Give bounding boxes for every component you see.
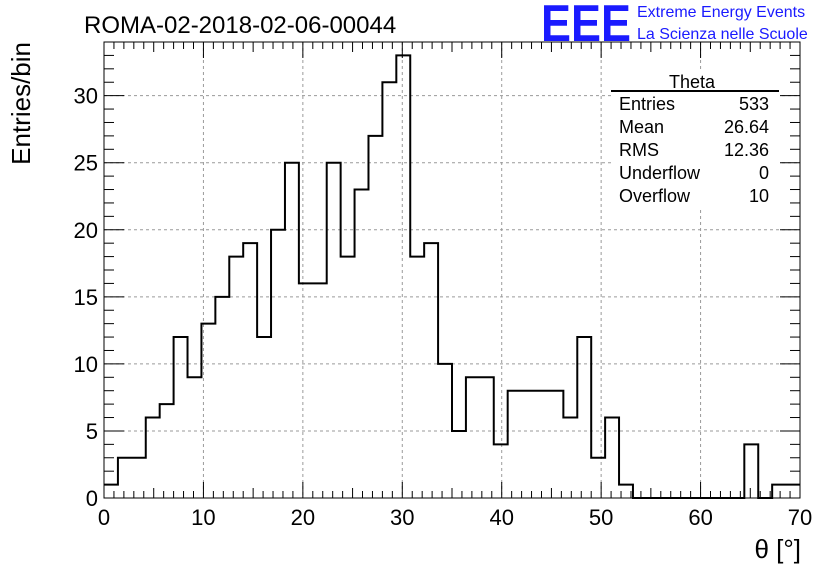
x-tick-label: 10 xyxy=(191,505,215,530)
x-tick-labels: 0 10 20 30 40 50 60 70 xyxy=(98,505,812,530)
logo-line-2: La Scienza nelle Scuole xyxy=(637,26,808,43)
stats-title: Theta xyxy=(669,72,716,92)
x-tick-label: 40 xyxy=(489,505,513,530)
eee-logo: EEE Extreme Energy Events La Scienza nel… xyxy=(541,0,808,53)
y-tick-label: 30 xyxy=(74,84,98,109)
stats-row-label: Overflow xyxy=(619,186,691,206)
stats-row-label: RMS xyxy=(619,140,659,160)
x-tick-label: 0 xyxy=(98,505,110,530)
stats-row-label: Underflow xyxy=(619,163,701,183)
x-tick-label: 60 xyxy=(688,505,712,530)
y-tick-label: 15 xyxy=(74,285,98,310)
stats-row-value: 10 xyxy=(749,186,769,206)
stats-row-label: Entries xyxy=(619,94,675,114)
stats-row-value: 533 xyxy=(739,94,769,114)
x-tick-label: 70 xyxy=(788,505,812,530)
stats-box-background xyxy=(611,72,779,210)
y-axis-label: Entries/bin xyxy=(6,42,36,165)
x-tick-label: 30 xyxy=(390,505,414,530)
y-tick-label: 25 xyxy=(74,151,98,176)
y-tick-label: 20 xyxy=(74,218,98,243)
plot-frame xyxy=(103,41,801,499)
x-tick-label: 20 xyxy=(291,505,315,530)
y-tick-label: 10 xyxy=(74,352,98,377)
stats-row-value: 12.36 xyxy=(724,140,769,160)
stats-row-label: Mean xyxy=(619,117,664,137)
stats-box: Theta Entries 533 Mean 26.64 RMS 12.36 Underfl… xyxy=(611,72,779,210)
y-tick-label: 5 xyxy=(86,419,98,444)
y-tick-labels: 0 5 10 15 20 25 30 xyxy=(74,84,98,511)
x-axis-label: θ [°] xyxy=(754,534,801,564)
y-tick-label: 0 xyxy=(86,486,98,511)
stats-rows: Entries 533 Mean 26.64 RMS 12.36 Underflow 0 Ove… xyxy=(619,94,769,206)
stats-row-value: 0 xyxy=(759,163,769,183)
chart-title: ROMA-02-2018-02-06-00044 xyxy=(84,12,396,39)
x-tick-label: 50 xyxy=(589,505,613,530)
stats-row-value: 26.64 xyxy=(724,117,769,137)
logo-line-1: Extreme Energy Events xyxy=(637,4,805,21)
logo-mark: EEE xyxy=(541,0,631,53)
